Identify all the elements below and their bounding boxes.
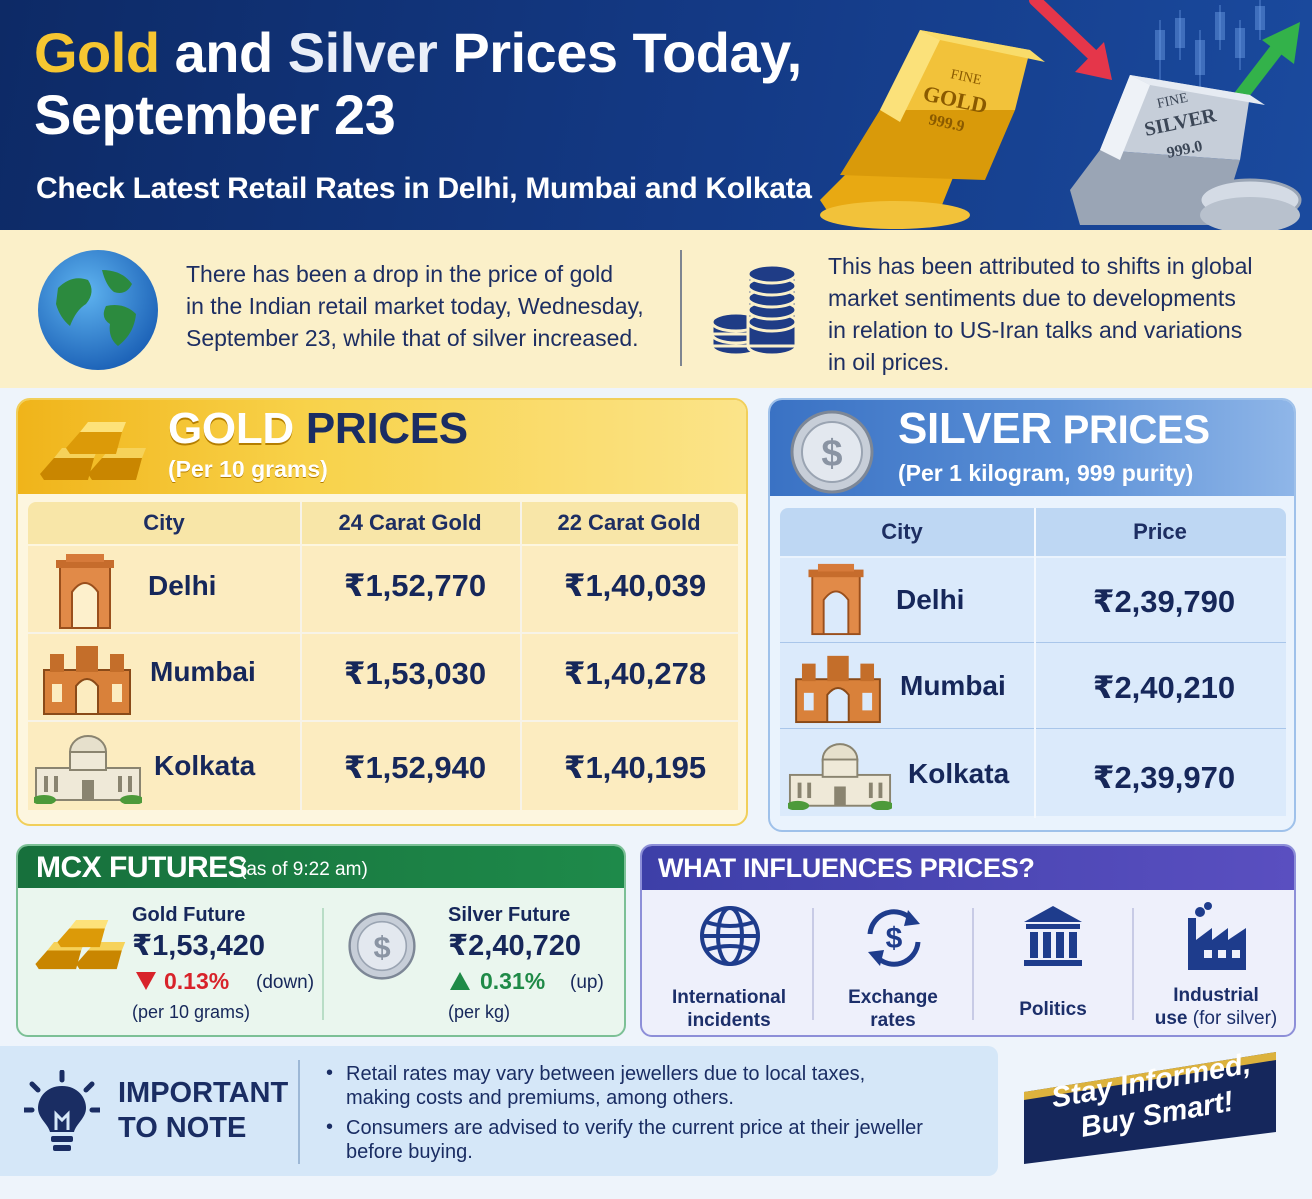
title-rest: Prices Today, — [437, 21, 802, 84]
gateway-of-india-icon — [795, 655, 881, 724]
mcx-futures-card: MCX FUTURES (as of 9:22 am) Gold Future … — [16, 844, 626, 1037]
title-date: September 23 — [34, 83, 396, 146]
silver-row-city: Mumbai — [900, 670, 1006, 701]
svg-text:FINE: FINE — [1156, 91, 1190, 112]
svg-text:FINE: FINE — [949, 67, 983, 88]
gold-card-title: GOLD PRICES — [168, 404, 468, 453]
influence-international: International incidents — [656, 890, 802, 1035]
india-gate-icon — [56, 554, 114, 629]
gold-24k-price: ₹1,53,030 — [343, 656, 487, 691]
table-row — [780, 558, 1286, 644]
intro-divider — [680, 250, 682, 366]
silver-coin-icon: $ — [348, 912, 416, 980]
gold-row-city: Delhi — [148, 570, 217, 601]
silver-card-unit: (Per 1 kilogram, 999 purity) — [898, 460, 1194, 486]
globe-icon — [38, 250, 158, 370]
table-row — [28, 722, 738, 810]
silver-future-label: Silver Future — [448, 904, 571, 926]
stay-informed-banner — [1024, 1052, 1276, 1164]
silver-row-city: Kolkata — [908, 758, 1010, 789]
note-title: IMPORTANT TO NOTE — [118, 1077, 289, 1144]
gold-24k-price: ₹1,52,770 — [343, 568, 487, 603]
exchange-icon: $ — [867, 909, 921, 967]
mcx-timestamp: (as of 9:22 am) — [240, 859, 368, 880]
up-triangle-icon — [450, 972, 470, 990]
mcx-divider — [322, 908, 324, 1020]
gold-future-price: ₹1,53,420 — [132, 930, 266, 962]
svg-text:$: $ — [373, 929, 390, 964]
title-gold-word: Gold — [34, 21, 160, 84]
gold-prices-card: GOLD PRICES (Per 10 grams) City 24 Carat… — [16, 398, 748, 826]
note-item: Consumers are advised to verify the curr… — [346, 1117, 923, 1163]
gold-col-24k: 24 Carat Gold — [338, 510, 482, 535]
table-row — [28, 634, 738, 722]
important-note-panel: IMPORTANT TO NOTE • Retail rates may var… — [0, 1046, 998, 1176]
gold-22k-price: ₹1,40,039 — [563, 568, 707, 603]
influences-title: WHAT INFLUENCES PRICES? — [658, 853, 1035, 883]
header-banner: Gold and Silver Prices Today, September … — [0, 0, 1312, 230]
influence-exchange: $ Exchange rates — [818, 890, 968, 1035]
victoria-memorial-icon — [34, 735, 142, 804]
silver-col-price: Price — [1133, 519, 1187, 544]
svg-text:$: $ — [886, 922, 903, 955]
intro-left-text: There has been a drop in the price of go… — [186, 261, 644, 351]
silver-future-change: 0.31% — [480, 968, 546, 994]
table-row — [28, 546, 738, 634]
gold-card-unit: (Per 10 grams) — [168, 456, 328, 482]
silver-card-title: SILVER PRICES — [898, 404, 1210, 453]
svg-text:$: $ — [821, 433, 842, 475]
intro-right-text: This has been attributed to shifts in gl… — [828, 253, 1253, 375]
note-item: Retail rates may vary between jewellers … — [346, 1063, 866, 1109]
silver-future-direction: (up) — [570, 972, 604, 993]
silver-coin-icon: $ — [790, 410, 874, 494]
down-triangle-icon — [136, 972, 156, 990]
influence-industrial: Industrial use (for silver) — [1138, 890, 1294, 1035]
india-gate-icon — [808, 563, 864, 636]
gold-future-label: Gold Future — [132, 904, 246, 926]
factory-icon — [1188, 902, 1246, 970]
coin-stack-icon — [710, 263, 798, 357]
silver-future-unit: (per kg) — [448, 1002, 511, 1022]
gold-future-change: 0.13% — [164, 968, 230, 994]
silver-price: ₹2,39,970 — [1092, 760, 1236, 795]
title-silver-word: Silver — [287, 21, 438, 84]
silver-price: ₹2,40,210 — [1092, 670, 1236, 705]
gold-prices-header — [18, 400, 746, 494]
gold-col-22k: 22 Carat Gold — [557, 510, 701, 535]
page-subtitle: Check Latest Retail Rates in Delhi, Mumb… — [36, 172, 812, 205]
gold-bars-icon — [40, 422, 146, 480]
silver-col-city: City — [881, 519, 923, 544]
silver-row-city: Delhi — [896, 584, 965, 615]
gold-24k-price: ₹1,52,940 — [343, 750, 487, 785]
gold-22k-price: ₹1,40,278 — [563, 656, 707, 691]
influences-card: WHAT INFLUENCES PRICES? International in… — [640, 844, 1296, 1037]
intro-band: There has been a drop in the price of go… — [0, 230, 1312, 388]
influence-politics: Politics — [978, 890, 1128, 1035]
globe-icon — [700, 906, 760, 966]
title-and-word: and — [159, 21, 288, 84]
gold-bars-icon — [35, 919, 126, 970]
silver-price: ₹2,39,790 — [1092, 584, 1236, 619]
gold-future-unit: (per 10 grams) — [132, 1002, 251, 1022]
gateway-of-india-icon — [43, 646, 131, 715]
silver-table-header: City Price — [780, 508, 1286, 556]
gold-future-direction: (down) — [256, 972, 315, 993]
gold-col-city: City — [143, 510, 185, 535]
mcx-title: MCX FUTURES — [36, 851, 248, 884]
page-title: Gold and Silver Prices Today, September … — [34, 22, 802, 146]
gold-silver-bars-illustration: FINE GOLD 999.9 FINE SILVER 999.0 — [820, 0, 1302, 230]
gold-row-city: Kolkata — [154, 750, 256, 781]
lightbulb-icon — [24, 1070, 100, 1151]
gold-row-city: Mumbai — [150, 656, 256, 687]
silver-prices-card: $ SILVER PRICES (Per 1 kilogram, 999 pur… — [768, 398, 1296, 832]
gold-table-header: City 24 Carat Gold 22 Carat Gold — [28, 502, 738, 544]
government-building-icon — [1024, 906, 1082, 966]
victoria-memorial-icon — [788, 743, 892, 810]
influences-header — [642, 846, 1294, 890]
gold-22k-price: ₹1,40,195 — [563, 750, 707, 785]
down-arrow-icon — [1029, 0, 1112, 80]
silver-future-price: ₹2,40,720 — [448, 930, 582, 962]
mcx-header — [18, 846, 624, 888]
